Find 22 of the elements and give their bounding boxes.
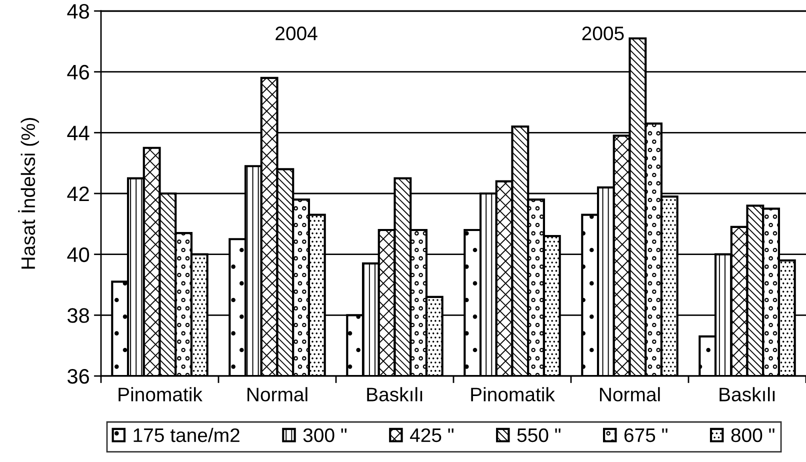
legend-label: 675 " — [624, 428, 668, 442]
y-tick-label: 36 — [68, 369, 89, 384]
x-tick-label: Baskılı — [367, 387, 422, 402]
y-axis-title: Hasat İndeksi (%) — [18, 118, 39, 269]
y-tick-label: 46 — [67, 64, 89, 80]
x-tick-label: Baskılı — [720, 387, 775, 402]
legend-label: 425 " — [410, 428, 454, 442]
y-tick-label: 48 — [67, 4, 89, 19]
y-tick-label: 42 — [67, 186, 89, 202]
x-tick-label: Normal — [248, 387, 308, 402]
y-tick-label: 40 — [67, 247, 90, 262]
annotation: 2004 — [276, 26, 318, 40]
y-tick-label: 44 — [67, 126, 90, 140]
legend-label: 550 " — [517, 428, 560, 442]
x-tick-label: Pinomatik — [471, 387, 555, 402]
annotation: 2005 — [582, 26, 624, 40]
legend-label: 800 " — [731, 428, 774, 442]
legend-label: 175 tane/m2 — [134, 428, 240, 442]
x-tick-label: Normal — [600, 387, 660, 402]
legend-label: 300 " — [303, 428, 347, 442]
x-tick-label: Pinomatik — [118, 387, 202, 402]
y-tick-label: 38 — [68, 308, 89, 323]
